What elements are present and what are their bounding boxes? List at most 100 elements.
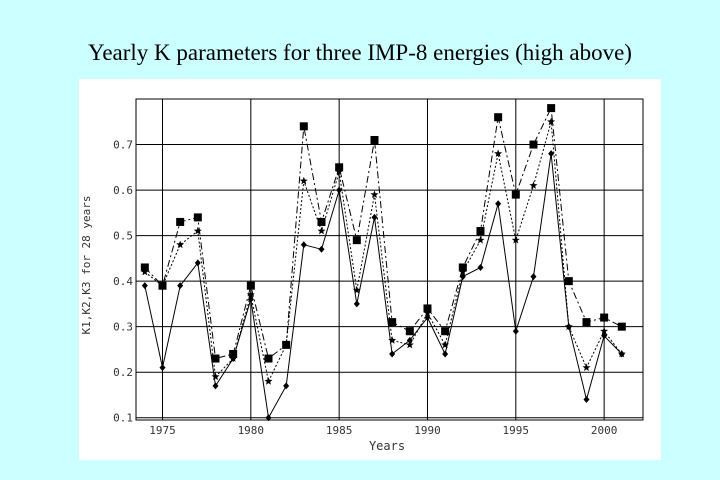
data-point-star-1977: [193, 226, 202, 235]
data-point-diamond-1986: [353, 300, 360, 308]
data-point-diamond-1977: [194, 259, 201, 267]
data-point-star-1982: [282, 340, 291, 349]
data-point-diamond-1980: [247, 295, 254, 303]
data-point-star-1997: [547, 117, 556, 126]
data-point-star-1992: [458, 267, 467, 276]
data-point-square-2001: [617, 322, 626, 331]
data-point-star-1989: [405, 340, 414, 349]
x-tick-label-1985: 1985: [326, 424, 353, 437]
x-tick-label-1995: 1995: [503, 424, 530, 437]
data-point-diamond-1999: [583, 396, 590, 404]
data-point-diamond-1997: [548, 150, 555, 158]
data-point-star-1987: [370, 190, 379, 198]
data-point-diamond-1985: [336, 186, 343, 194]
data-series: [140, 104, 626, 422]
data-point-diamond-1984: [318, 245, 325, 253]
data-point-diamond-1994: [495, 200, 502, 208]
data-point-star-1978: [211, 372, 220, 381]
y-tick-label-2: 0.3: [113, 321, 133, 334]
k-parameter-chart: 1975 1980 1985 1990 1995 2000 0.1 0.2 0.3 0.4 0.5 0…: [80, 98, 644, 453]
data-point-diamond-1990: [424, 314, 431, 322]
data-point-star-1974: [140, 267, 149, 276]
data-point-square-1979: [229, 349, 238, 358]
data-point-square-1974: [140, 263, 149, 272]
data-point-square-1998: [564, 277, 573, 286]
x-tick-label-1975: 1975: [149, 424, 176, 437]
data-point-diamond-1982: [283, 382, 290, 390]
data-point-star-1985: [335, 167, 344, 176]
page-title: Yearly K parameters for three IMP-8 ener…: [88, 40, 632, 65]
data-point-square-1976: [176, 217, 185, 226]
data-point-star-1996: [529, 181, 538, 189]
y-tick-label-3: 0.4: [113, 275, 133, 288]
data-point-star-1984: [317, 226, 326, 235]
data-point-star-2000: [600, 327, 609, 335]
chart-panel: 1975 1980 1985 1990 1995 2000 0.1 0.2 0.3 0.4 0.5 0…: [79, 79, 661, 460]
x-tick-label-1980: 1980: [238, 424, 265, 437]
data-point-diamond-1975: [159, 364, 166, 372]
data-point-diamond-1974: [141, 282, 148, 290]
data-point-diamond-1998: [565, 323, 572, 331]
data-point-square-1990: [423, 304, 432, 313]
data-point-square-1994: [494, 113, 503, 122]
data-point-diamond-1981: [265, 414, 272, 422]
data-point-star-1986: [352, 286, 361, 294]
data-point-square-1981: [264, 354, 273, 363]
data-point-star-1981: [264, 377, 273, 385]
data-point-diamond-1992: [459, 273, 466, 281]
data-point-square-1980: [246, 281, 255, 290]
data-point-square-1986: [352, 236, 361, 245]
data-point-star-1993: [476, 235, 485, 244]
y-tick-label-5: 0.6: [113, 184, 133, 197]
data-point-star-1999: [582, 363, 591, 371]
tick-labels: 1975 1980 1985 1990 1995 2000 0.1 0.2 0.3 0.4 0.5 0…: [113, 139, 617, 437]
data-point-star-1976: [176, 240, 185, 249]
data-point-diamond-1976: [177, 282, 184, 290]
data-point-square-1992: [458, 263, 467, 272]
series-line-star: [144, 121, 623, 383]
data-point-diamond-1987: [371, 213, 378, 221]
series-line-square: [144, 106, 623, 360]
data-point-star-1995: [511, 235, 520, 244]
data-point-diamond-1979: [230, 355, 237, 363]
data-point-square-1997: [547, 104, 556, 113]
data-point-star-1980: [246, 290, 255, 299]
x-tick-label-1990: 1990: [414, 424, 441, 437]
y-tick-label-0: 0.1: [113, 412, 133, 425]
y-tick-label-6: 0.7: [113, 139, 133, 152]
data-point-star-1994: [494, 149, 503, 157]
data-point-diamond-2000: [601, 332, 608, 340]
plot-frame: [135, 98, 644, 421]
data-point-square-1984: [317, 217, 326, 226]
data-point-diamond-1991: [442, 350, 449, 358]
data-point-diamond-1996: [530, 273, 537, 281]
data-point-square-1985: [335, 163, 344, 172]
data-point-diamond-1978: [212, 382, 219, 390]
data-point-square-1983: [299, 122, 308, 131]
y-tick-label-4: 0.5: [113, 230, 133, 243]
y-axis-label: K1,K2,K3 for 28 years: [80, 195, 93, 334]
data-point-diamond-1989: [406, 336, 413, 344]
data-point-square-1993: [476, 227, 485, 236]
data-point-star-1990: [423, 308, 432, 317]
data-point-square-1995: [511, 190, 520, 199]
series-line-diamond: [144, 153, 623, 420]
data-point-square-1978: [211, 354, 220, 363]
data-point-diamond-1988: [389, 350, 396, 358]
data-point-square-1989: [405, 327, 414, 336]
data-point-square-1996: [529, 140, 538, 149]
data-point-diamond-1993: [477, 263, 484, 271]
data-point-square-1988: [388, 318, 397, 327]
data-point-square-1999: [582, 318, 591, 327]
data-point-diamond-1983: [300, 241, 307, 249]
x-tick-label-2000: 2000: [591, 424, 618, 437]
data-point-square-1977: [193, 213, 202, 222]
data-point-diamond-1995: [512, 327, 519, 335]
data-point-star-1975: [158, 281, 167, 290]
data-point-square-1987: [370, 135, 379, 144]
data-point-diamond-2001: [618, 350, 625, 358]
data-point-square-2000: [600, 313, 609, 322]
x-axis-label: Years: [369, 439, 405, 453]
data-point-square-1991: [441, 327, 450, 336]
y-tick-label-1: 0.2: [113, 366, 133, 379]
